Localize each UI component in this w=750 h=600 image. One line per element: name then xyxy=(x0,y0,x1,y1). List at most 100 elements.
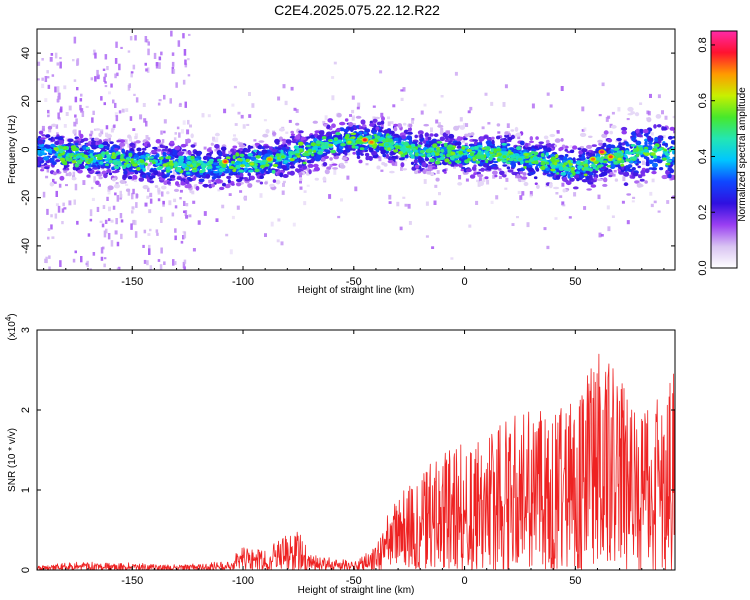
spectrogram-blip xyxy=(434,184,438,188)
spectrogram-cell xyxy=(202,183,209,188)
spectrogram-blip xyxy=(181,129,184,134)
spectrogram-core-cell xyxy=(637,145,643,148)
spectrogram-streak xyxy=(86,260,89,267)
spectrogram-cell xyxy=(368,147,374,151)
spectrogram-cell xyxy=(463,137,468,141)
spectrogram-blip xyxy=(583,127,587,132)
spectrogram-cell xyxy=(634,180,640,184)
spectrogram-streak xyxy=(147,137,151,141)
spectrogram-cell xyxy=(232,145,238,149)
spectrogram-blip xyxy=(185,150,189,155)
spectrogram-core-cell xyxy=(317,151,324,155)
spectrogram-blip xyxy=(492,174,496,179)
spectrogram-cell xyxy=(453,125,460,131)
spectrogram-cell xyxy=(77,169,83,174)
spectrogram-streak xyxy=(102,68,106,71)
spectrogram-cell xyxy=(652,162,658,168)
spectrogram-core-cell xyxy=(577,165,583,169)
spectrogram-core-cell xyxy=(98,144,104,149)
spectrogram-cell xyxy=(545,147,552,153)
spectrogram-core-cell xyxy=(191,169,198,173)
spectrogram-core-cell xyxy=(414,149,419,153)
spectrogram-cell xyxy=(275,142,280,145)
spectrogram-streak xyxy=(119,190,122,197)
spectrogram-cell xyxy=(486,166,492,171)
spectrogram-streak xyxy=(50,53,54,56)
spectrogram-core-cell xyxy=(59,157,66,162)
spectrogram-cell xyxy=(432,166,438,170)
spectrogram-core-cell xyxy=(254,168,260,173)
spectrogram-cell xyxy=(504,134,510,138)
spectrogram-cell xyxy=(215,178,222,184)
spectrogram-blip xyxy=(337,215,341,219)
spectrogram-cell xyxy=(161,185,167,190)
spectrogram-cell xyxy=(445,130,450,135)
spectrogram-cell xyxy=(323,155,329,159)
spectrogram-cell xyxy=(461,166,466,170)
spectrogram-cell xyxy=(255,179,261,183)
snr-y-axis-label: SNR (10 * v/v) xyxy=(7,428,18,492)
spectrogram-core-cell xyxy=(148,156,154,159)
spectrogram-blip xyxy=(556,130,560,133)
spectrogram-cell xyxy=(465,168,472,173)
spectrogram-cell xyxy=(137,153,142,157)
spectrogram-blip xyxy=(511,223,515,226)
spectrogram-blip xyxy=(107,192,111,195)
spectrogram-blip xyxy=(53,135,57,139)
spectrogram-cell xyxy=(588,135,593,138)
spectrogram-cell xyxy=(227,179,231,184)
spectrogram-cell xyxy=(393,133,400,137)
spectrogram-cell xyxy=(175,181,180,186)
spectrogram-core-cell xyxy=(472,157,477,162)
spectrogram-streak xyxy=(132,188,135,195)
spectrogram-blip xyxy=(569,145,573,148)
spectrogram-cell xyxy=(645,160,650,166)
spectrogram-cell xyxy=(161,148,168,152)
spectrogram-core-cell xyxy=(71,160,77,164)
spectrogram-cell xyxy=(174,152,178,156)
spectrogram-core-cell xyxy=(537,157,541,161)
spectrogram-cell xyxy=(551,143,556,149)
spectrogram-blip xyxy=(139,114,143,120)
spectrogram-cell xyxy=(425,170,432,175)
spectrogram-blip xyxy=(145,135,149,140)
spectrogram-cell xyxy=(397,123,403,128)
spectrogram-cell xyxy=(422,169,427,175)
spectrogram-cell xyxy=(313,163,319,168)
spectrogram-streak xyxy=(93,49,96,53)
spectrogram-streak xyxy=(91,117,94,123)
spectrogram-core-cell xyxy=(240,164,245,168)
spectrogram-streak xyxy=(147,41,150,46)
spectrogram-blip xyxy=(387,121,391,126)
spectrogram-cell xyxy=(289,165,296,169)
spectrogram-blip xyxy=(73,121,77,127)
spectrogram-core-cell xyxy=(450,146,455,151)
spectrogram-cell xyxy=(65,167,70,171)
spectrogram-core-cell xyxy=(651,152,656,156)
spectrogram-blip xyxy=(378,156,382,162)
spectrogram-blip xyxy=(157,187,161,193)
spectrogram-streak xyxy=(58,183,62,188)
spectrogram-blip xyxy=(132,128,136,131)
spectrogram-core-cell xyxy=(255,155,261,159)
spectrogram-cell xyxy=(50,143,56,148)
spectrogram-blip xyxy=(178,104,182,107)
spectrogram-cell xyxy=(439,130,444,136)
spectrogram-cell xyxy=(106,169,112,173)
spectrogram-streak xyxy=(187,74,191,77)
spectrogram-core-cell xyxy=(532,156,539,161)
spectrogram-streak xyxy=(149,265,153,270)
spectrogram-blip xyxy=(436,170,440,174)
spectrogram-cell xyxy=(302,165,308,170)
spectrogram-cell xyxy=(380,120,385,125)
spectrogram-cell xyxy=(555,175,561,180)
spectrogram-core-cell xyxy=(99,161,104,165)
spectrogram-blip xyxy=(100,129,104,135)
spectrogram-blip xyxy=(207,114,211,118)
spectrogram-core-cell xyxy=(148,159,153,163)
spectrogram-cell xyxy=(37,156,43,162)
spectrogram-cell xyxy=(72,129,76,134)
spectrogram-cell xyxy=(322,162,328,167)
spectrogram-blip xyxy=(346,175,350,180)
spectrogram-cell xyxy=(498,168,502,171)
